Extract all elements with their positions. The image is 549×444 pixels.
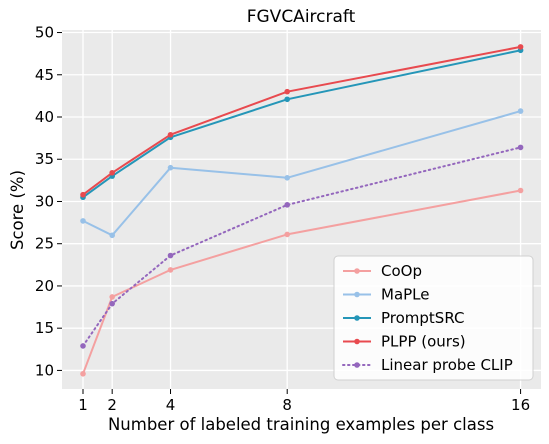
legend-label-promptsrc: PromptSRC	[381, 309, 464, 327]
legend-label-maple: MaPLe	[381, 286, 430, 304]
y-tick-label: 10	[35, 361, 54, 379]
data-point-linear-probe-clip	[80, 343, 86, 349]
data-point-plpp-ours	[517, 44, 524, 50]
data-point-linear-probe-clip	[167, 252, 174, 259]
data-point-maple	[167, 164, 174, 171]
data-point-coop	[109, 294, 115, 300]
x-axis-title: Number of labeled training examples per …	[108, 415, 494, 434]
data-point-coop	[284, 231, 291, 238]
legend-marker-plpp-ours	[354, 338, 360, 345]
data-point-linear-probe-clip	[284, 202, 291, 208]
y-axis-ticks: 10 15 20 25 30 35 40 45 50	[35, 24, 62, 379]
legend-label-coop: CoOp	[381, 262, 422, 280]
chart-title: FGVCAircraft	[247, 7, 356, 27]
data-point-maple	[517, 108, 524, 114]
data-point-plpp-ours	[284, 88, 291, 95]
legend-label-linear-probe-clip: Linear probe CLIP	[381, 356, 513, 374]
y-tick-label: 50	[35, 24, 54, 42]
legend-box	[333, 255, 534, 381]
data-point-linear-probe-clip	[109, 300, 115, 307]
data-point-maple	[109, 232, 115, 239]
data-point-plpp-ours	[109, 169, 115, 176]
grid-lines	[62, 30, 541, 389]
data-point-promptsrc	[284, 96, 291, 103]
y-tick-label: 30	[35, 192, 54, 210]
legend-marker-promptsrc	[354, 315, 360, 321]
x-tick-label: 1	[78, 396, 88, 414]
x-tick-label: 8	[282, 396, 292, 414]
y-tick-label: 35	[35, 150, 54, 168]
data-point-plpp-ours	[167, 131, 174, 138]
data-point-coop	[167, 267, 174, 273]
y-tick-label: 40	[35, 108, 54, 126]
y-tick-label: 20	[35, 277, 54, 295]
y-tick-label: 15	[35, 319, 54, 337]
data-point-coop	[80, 370, 86, 377]
data-point-maple	[80, 218, 86, 224]
x-axis-ticks: 1 2 4 8 16	[78, 389, 530, 414]
legend-label-plpp-ours: PLPP (ours)	[381, 333, 466, 351]
y-tick-label: 45	[35, 66, 54, 84]
series-lines	[80, 44, 524, 377]
data-point-coop	[517, 187, 524, 194]
legend-marker-maple	[354, 291, 360, 298]
x-tick-label: 4	[166, 396, 176, 414]
y-axis-title: Score (%)	[8, 170, 27, 250]
x-tick-label: 2	[107, 396, 117, 414]
legend-marker-linear-probe-clip	[354, 362, 360, 368]
data-point-plpp-ours	[80, 191, 86, 198]
data-point-maple	[284, 175, 291, 181]
data-point-linear-probe-clip	[517, 144, 524, 151]
x-tick-label: 16	[511, 396, 530, 414]
legend: CoOp MaPLe PromptSRC PLPP (ours) Linear prob…	[333, 255, 534, 381]
legend-marker-coop	[354, 268, 360, 274]
y-tick-label: 25	[35, 235, 54, 253]
